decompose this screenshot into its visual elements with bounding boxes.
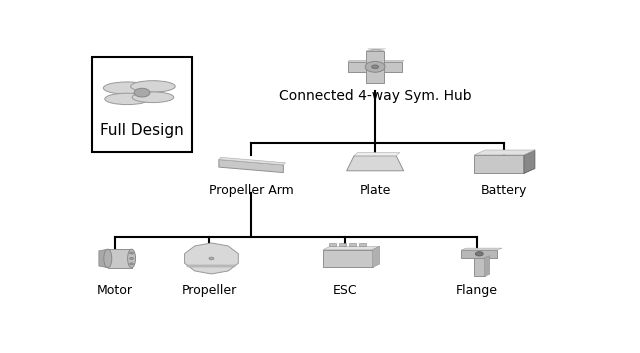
Polygon shape xyxy=(323,250,372,267)
Circle shape xyxy=(365,61,385,72)
Polygon shape xyxy=(474,150,535,155)
Text: Full Design: Full Design xyxy=(100,123,184,138)
Polygon shape xyxy=(461,250,497,258)
Text: Propeller Arm: Propeller Arm xyxy=(209,184,294,197)
Polygon shape xyxy=(375,60,404,62)
Text: Battery: Battery xyxy=(481,184,527,197)
Polygon shape xyxy=(366,67,384,83)
Text: Connected 4-way Sym. Hub: Connected 4-way Sym. Hub xyxy=(279,89,472,103)
Polygon shape xyxy=(366,50,384,67)
Polygon shape xyxy=(366,65,385,67)
Ellipse shape xyxy=(104,249,112,268)
Ellipse shape xyxy=(127,249,136,268)
Circle shape xyxy=(129,263,134,265)
Circle shape xyxy=(134,88,150,97)
Ellipse shape xyxy=(131,81,175,92)
Polygon shape xyxy=(375,62,403,72)
Circle shape xyxy=(129,257,134,259)
Polygon shape xyxy=(323,246,380,250)
Polygon shape xyxy=(366,49,385,50)
Polygon shape xyxy=(108,249,132,268)
Ellipse shape xyxy=(105,93,150,104)
Circle shape xyxy=(209,257,214,260)
Ellipse shape xyxy=(132,92,173,103)
Polygon shape xyxy=(348,62,375,72)
Polygon shape xyxy=(474,258,484,276)
Polygon shape xyxy=(354,152,400,156)
Circle shape xyxy=(476,252,483,256)
Polygon shape xyxy=(461,248,502,250)
Polygon shape xyxy=(188,265,236,267)
Polygon shape xyxy=(219,160,284,173)
Polygon shape xyxy=(219,157,285,165)
Polygon shape xyxy=(524,150,535,173)
Bar xyxy=(359,243,366,246)
Text: Motor: Motor xyxy=(97,284,132,297)
Text: Flange: Flange xyxy=(456,284,498,297)
Text: Propeller: Propeller xyxy=(181,284,237,297)
Polygon shape xyxy=(99,249,108,268)
Text: Plate: Plate xyxy=(360,184,391,197)
Ellipse shape xyxy=(103,82,151,94)
Polygon shape xyxy=(474,155,524,173)
Circle shape xyxy=(372,65,379,69)
Polygon shape xyxy=(347,156,404,171)
Bar xyxy=(339,243,346,246)
Circle shape xyxy=(129,252,134,254)
Polygon shape xyxy=(348,60,376,62)
Text: ESC: ESC xyxy=(333,284,358,297)
Bar xyxy=(330,243,337,246)
Bar xyxy=(92,57,191,152)
Polygon shape xyxy=(372,246,380,267)
Polygon shape xyxy=(484,256,490,276)
Bar xyxy=(349,243,356,246)
